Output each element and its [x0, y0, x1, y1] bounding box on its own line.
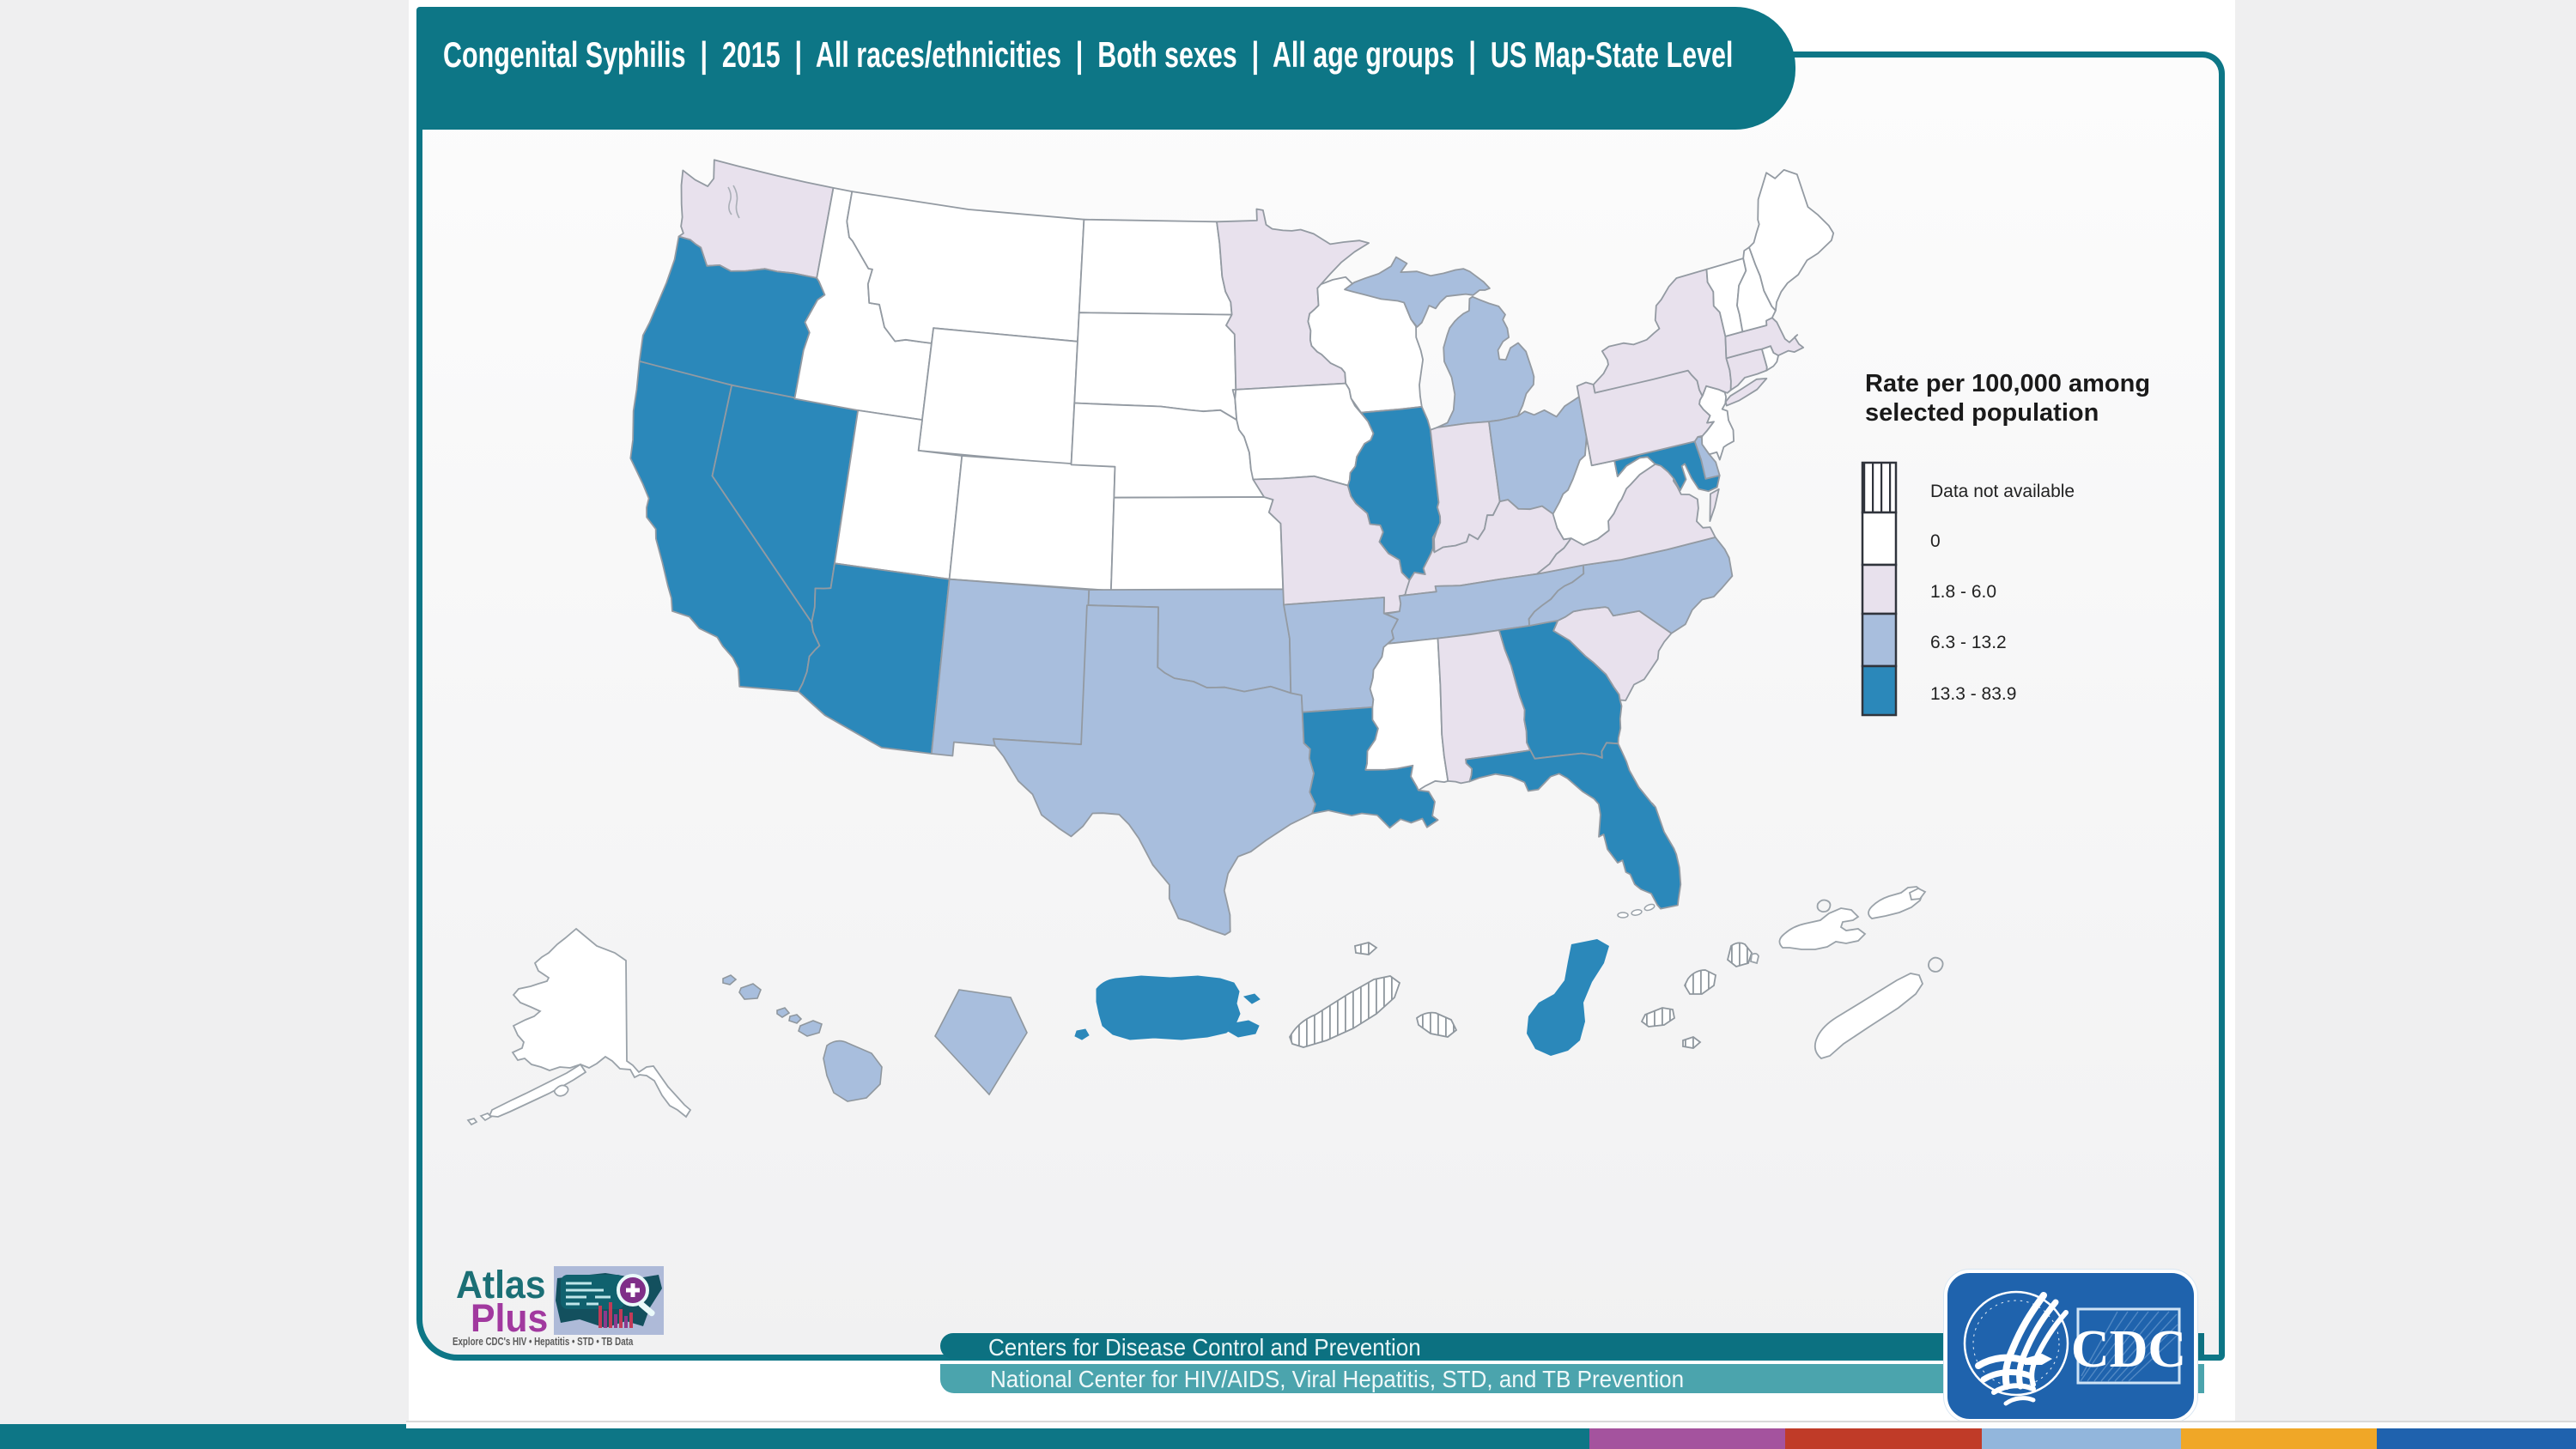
svg-text:CDC: CDC: [2071, 1320, 2186, 1379]
